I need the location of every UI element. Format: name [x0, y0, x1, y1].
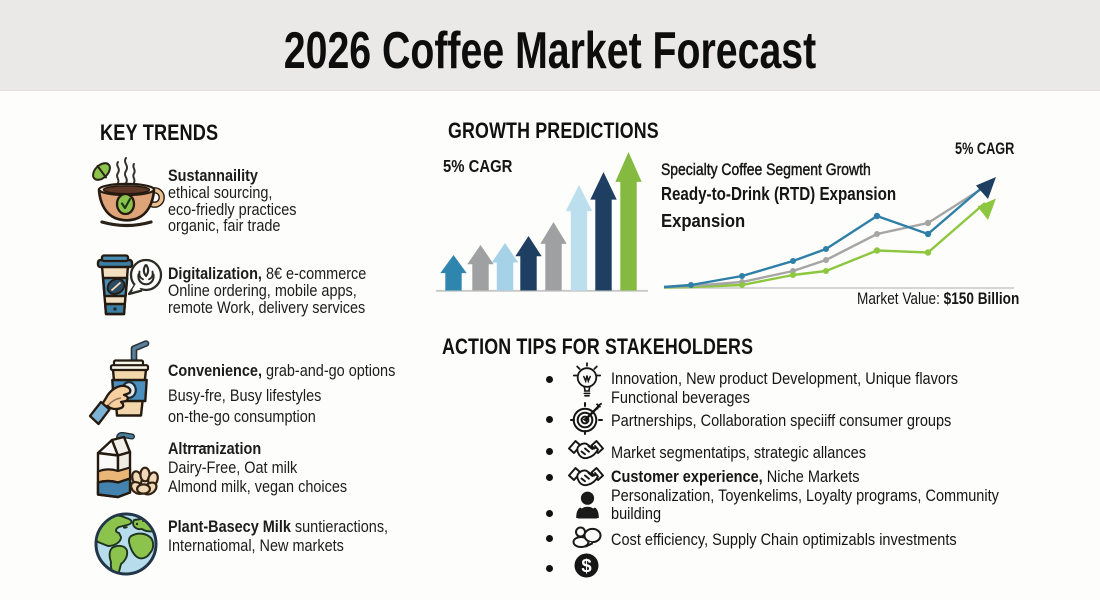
- svg-text:$: $: [581, 555, 592, 576]
